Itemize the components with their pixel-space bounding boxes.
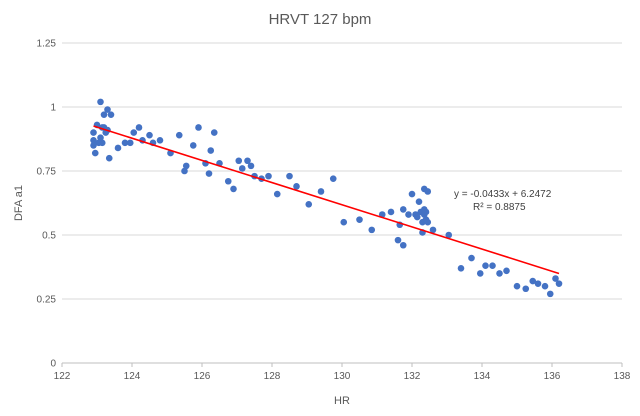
data-point xyxy=(489,262,496,270)
data-point xyxy=(195,124,202,131)
data-point xyxy=(97,98,104,106)
data-point xyxy=(317,188,325,195)
data-point xyxy=(235,157,243,165)
data-point xyxy=(181,167,188,175)
data-point xyxy=(114,144,122,152)
data-point xyxy=(445,231,453,239)
y-tick-label: 0.5 xyxy=(42,231,56,242)
trendline-equation: y = -0.0433x + 6.2472 xyxy=(454,189,552,200)
x-tick-label: 134 xyxy=(474,371,491,382)
data-point xyxy=(230,185,237,193)
data-point xyxy=(399,241,407,249)
data-point xyxy=(422,208,430,216)
data-point xyxy=(387,208,395,216)
data-point xyxy=(405,211,412,218)
data-points xyxy=(90,98,563,298)
data-point xyxy=(265,172,272,180)
data-point xyxy=(121,139,129,147)
data-point xyxy=(305,200,313,208)
data-point xyxy=(529,277,537,285)
data-point xyxy=(244,157,251,165)
data-point xyxy=(135,124,143,131)
data-point xyxy=(356,216,363,223)
data-point xyxy=(156,136,164,144)
data-point xyxy=(210,129,218,136)
data-point xyxy=(104,106,111,113)
data-point xyxy=(368,226,376,234)
trendline xyxy=(93,125,560,275)
trendline-r-squared: R² = 0.8875 xyxy=(473,202,526,213)
data-point xyxy=(224,177,232,185)
data-point xyxy=(482,262,489,270)
y-tick-label: 1 xyxy=(50,103,56,114)
y-tick-label: 0.75 xyxy=(37,167,57,178)
data-point xyxy=(522,285,530,293)
data-point xyxy=(293,183,300,190)
data-point xyxy=(238,165,246,172)
gridlines xyxy=(62,42,622,300)
data-point xyxy=(394,236,402,244)
data-point xyxy=(189,142,197,149)
data-point xyxy=(496,270,503,277)
x-tick-label: 128 xyxy=(264,371,281,382)
x-tick-label: 132 xyxy=(404,371,421,382)
data-point xyxy=(340,218,348,226)
data-point xyxy=(207,147,215,154)
y-axis-title: DFA a1 xyxy=(13,185,25,221)
y-tick-label: 1.25 xyxy=(37,39,57,50)
data-point xyxy=(546,290,554,298)
data-point xyxy=(91,149,99,157)
x-tick-label: 126 xyxy=(194,371,211,382)
data-point xyxy=(182,162,190,170)
data-point xyxy=(105,154,113,162)
data-point xyxy=(476,270,484,277)
data-point xyxy=(126,139,134,147)
data-point xyxy=(273,190,281,198)
data-point xyxy=(100,111,108,118)
data-point xyxy=(329,175,337,182)
data-point xyxy=(541,282,549,290)
trendline-group xyxy=(93,125,560,275)
data-point xyxy=(552,275,559,282)
data-point xyxy=(399,206,407,213)
data-point xyxy=(146,131,153,139)
data-point xyxy=(429,226,437,234)
data-point xyxy=(175,131,183,139)
data-point xyxy=(90,136,97,144)
data-point xyxy=(468,254,475,262)
x-tick-label: 130 xyxy=(334,371,351,382)
data-point xyxy=(503,267,510,275)
x-tick-label: 136 xyxy=(544,371,561,382)
data-point xyxy=(286,172,293,180)
data-point xyxy=(107,111,115,118)
x-tick-label: 122 xyxy=(54,371,71,382)
data-point xyxy=(247,162,255,170)
data-point xyxy=(98,139,106,147)
y-tick-label: 0 xyxy=(50,359,56,370)
data-point xyxy=(555,280,563,287)
data-point xyxy=(97,134,104,142)
x-tick-label: 124 xyxy=(124,371,141,382)
chart-title: HRVT 127 bpm xyxy=(269,11,372,28)
y-tick-label: 0.25 xyxy=(37,295,57,306)
data-point xyxy=(534,280,542,287)
data-point xyxy=(130,129,138,136)
x-axis-title: HR xyxy=(334,395,350,407)
data-point xyxy=(205,170,213,177)
axes: 0 0.25 0.5 0.75 1 1.25 122 124 126 128 130 132 134 13… xyxy=(37,39,631,383)
x-tick-label: 138 xyxy=(614,371,631,382)
data-point xyxy=(90,129,97,136)
data-point xyxy=(457,264,465,272)
data-point xyxy=(424,218,432,226)
data-point xyxy=(424,188,432,195)
data-point xyxy=(513,282,521,290)
data-point xyxy=(415,198,423,206)
data-point xyxy=(90,142,97,149)
data-point xyxy=(413,213,421,221)
data-point xyxy=(408,190,416,198)
